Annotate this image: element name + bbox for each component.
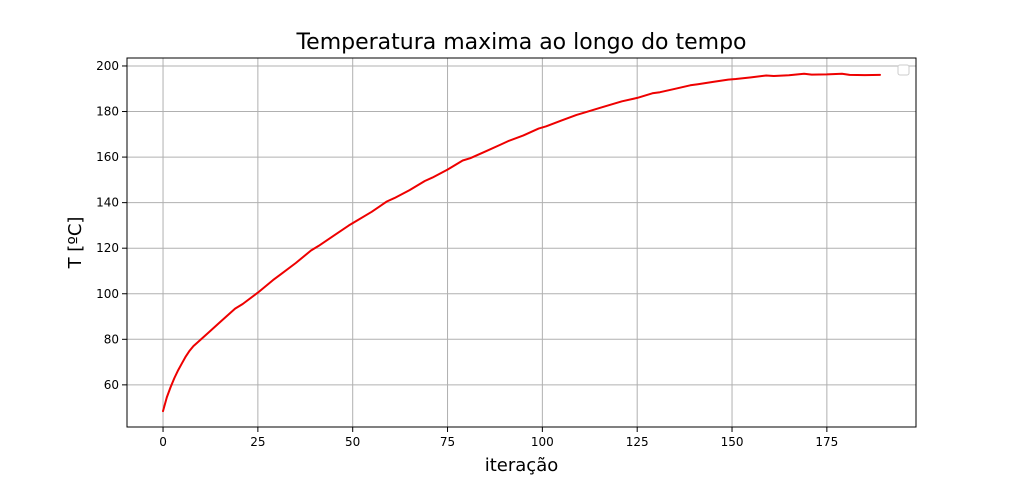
y-tick-label: 80 [104, 332, 119, 346]
y-tick-label: 180 [96, 105, 119, 119]
x-tick-label: 175 [815, 435, 838, 449]
x-tick-label: 25 [250, 435, 265, 449]
axes-frame [126, 57, 917, 428]
ticks: 0 25 50 75 100 125 150 175 60 80 100 120 140 160 180 20… [96, 59, 838, 449]
chart-title: Temperatura maxima ao longo do tempo [295, 30, 746, 55]
x-tick-label: 0 [159, 435, 167, 449]
x-axis-label: iteração [485, 455, 559, 476]
x-tick-label: 150 [721, 435, 744, 449]
grid [127, 58, 916, 427]
y-axis-label: T [ºC] [65, 217, 86, 270]
x-tick-label: 100 [531, 435, 554, 449]
y-tick-label: 60 [104, 378, 119, 392]
x-tick-label: 75 [440, 435, 455, 449]
x-tick-label: 125 [626, 435, 649, 449]
series-line [162, 72, 881, 413]
y-tick-label: 140 [96, 196, 119, 210]
y-tick-label: 200 [96, 59, 119, 73]
x-tick-label: 50 [345, 435, 360, 449]
legend [897, 64, 910, 76]
plot-area [162, 72, 881, 413]
y-tick-label: 160 [96, 150, 119, 164]
y-tick-label: 100 [96, 287, 119, 301]
y-tick-label: 120 [96, 241, 119, 255]
